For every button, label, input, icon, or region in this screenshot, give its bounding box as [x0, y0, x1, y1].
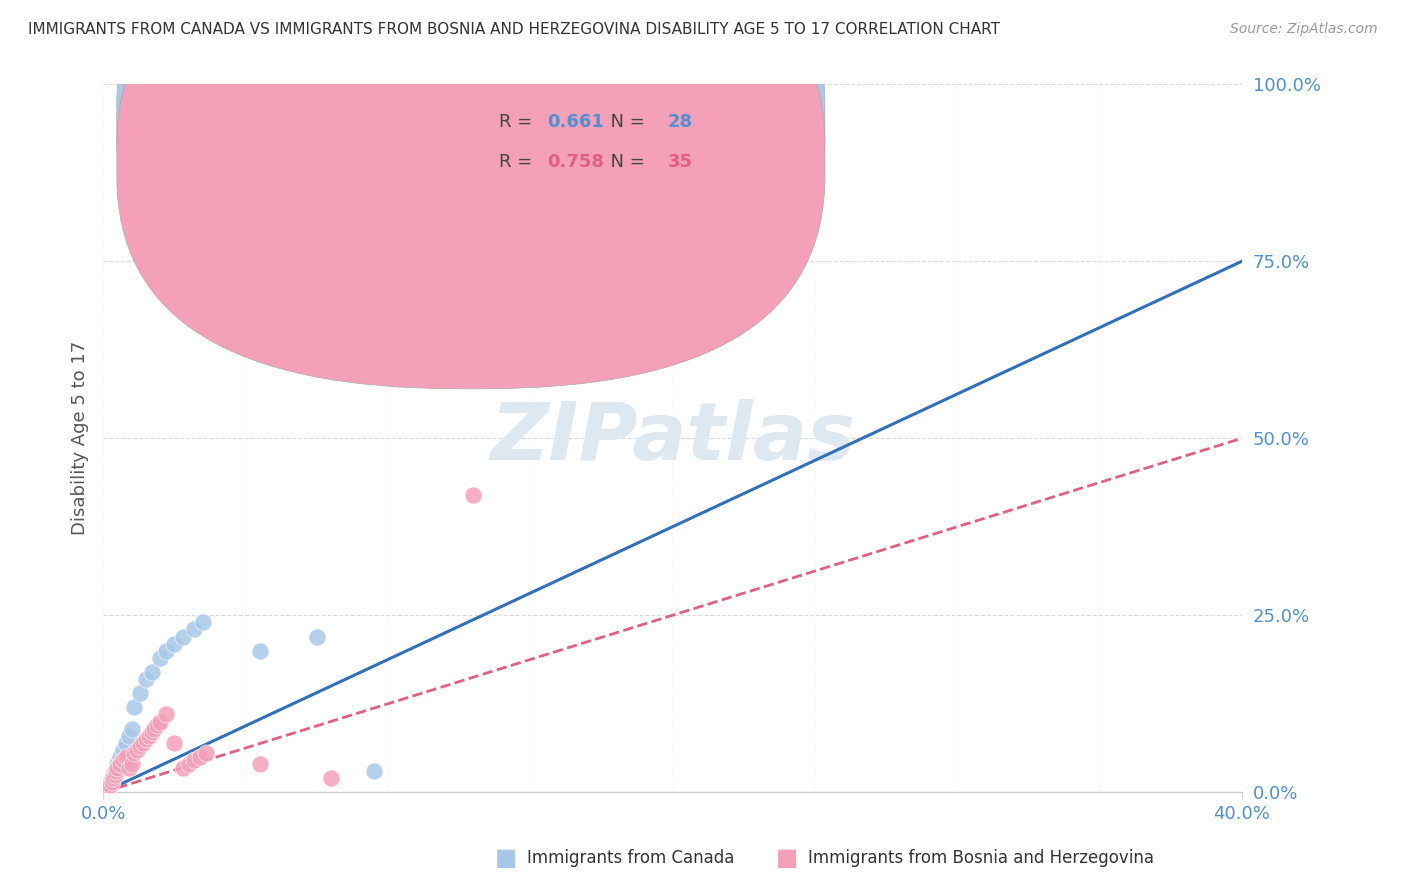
Text: Immigrants from Canada: Immigrants from Canada: [527, 849, 734, 867]
Text: 28: 28: [668, 113, 693, 131]
Point: [112, 743, 135, 757]
Point: [105, 756, 128, 771]
Point: [249, 644, 271, 658]
Point: [96, 780, 118, 794]
Point: [98, 778, 121, 792]
Point: [149, 650, 172, 665]
Text: 35: 35: [668, 153, 693, 171]
Point: [108, 756, 131, 771]
Point: [96, 780, 118, 795]
Point: [118, 729, 141, 743]
Point: [183, 754, 205, 768]
Text: R =: R =: [499, 113, 538, 131]
Point: [194, 747, 217, 761]
Text: ■: ■: [776, 847, 799, 870]
Point: [103, 764, 125, 778]
Point: [363, 764, 385, 778]
Point: [319, 771, 342, 785]
Point: [305, 630, 328, 644]
Text: Immigrants from Bosnia and Herzegovina: Immigrants from Bosnia and Herzegovina: [808, 849, 1154, 867]
Point: [124, 747, 146, 761]
Point: [100, 771, 122, 785]
Text: N =: N =: [599, 153, 651, 171]
Point: [129, 739, 152, 754]
FancyBboxPatch shape: [117, 0, 825, 389]
Point: [143, 722, 166, 736]
Point: [132, 736, 155, 750]
Text: R =: R =: [499, 153, 538, 171]
Point: [98, 774, 121, 789]
Text: N =: N =: [599, 113, 651, 131]
Point: [172, 760, 194, 774]
Text: Source: ZipAtlas.com: Source: ZipAtlas.com: [1230, 22, 1378, 37]
Point: [101, 771, 124, 785]
Point: [112, 754, 135, 768]
Point: [93, 784, 115, 798]
Point: [115, 736, 138, 750]
Point: [93, 783, 115, 797]
Point: [104, 764, 127, 778]
Point: [103, 767, 125, 781]
Point: [135, 672, 157, 686]
Text: 0.758: 0.758: [547, 153, 605, 171]
Point: [146, 718, 169, 732]
Point: [249, 756, 271, 771]
Text: 0.661: 0.661: [547, 113, 605, 131]
Point: [105, 760, 128, 774]
Point: [191, 615, 214, 630]
Point: [177, 756, 200, 771]
Point: [141, 725, 163, 739]
Point: [129, 686, 152, 700]
FancyBboxPatch shape: [117, 0, 825, 349]
Point: [155, 707, 177, 722]
Point: [100, 774, 122, 789]
Point: [97, 780, 120, 794]
Point: [118, 760, 141, 774]
Point: [121, 756, 143, 771]
Point: [97, 778, 120, 792]
Point: [149, 714, 172, 729]
Point: [115, 750, 138, 764]
Point: [127, 743, 149, 757]
Point: [124, 700, 146, 714]
Text: ■: ■: [495, 847, 517, 870]
Point: [183, 623, 205, 637]
Point: [188, 750, 211, 764]
Point: [138, 729, 160, 743]
Point: [94, 782, 117, 797]
Text: IMMIGRANTS FROM CANADA VS IMMIGRANTS FROM BOSNIA AND HERZEGOVINA DISABILITY AGE : IMMIGRANTS FROM CANADA VS IMMIGRANTS FRO…: [28, 22, 1000, 37]
Point: [155, 644, 177, 658]
Point: [94, 781, 117, 796]
Y-axis label: Disability Age 5 to 17: Disability Age 5 to 17: [72, 342, 89, 535]
Point: [101, 767, 124, 781]
Point: [135, 732, 157, 747]
Point: [789, 78, 811, 92]
Point: [172, 630, 194, 644]
Point: [463, 488, 485, 502]
Point: [141, 665, 163, 679]
FancyBboxPatch shape: [444, 95, 741, 187]
Text: ZIPatlas: ZIPatlas: [489, 400, 855, 477]
Point: [163, 736, 186, 750]
Point: [163, 637, 186, 651]
Point: [121, 722, 143, 736]
Point: [108, 750, 131, 764]
